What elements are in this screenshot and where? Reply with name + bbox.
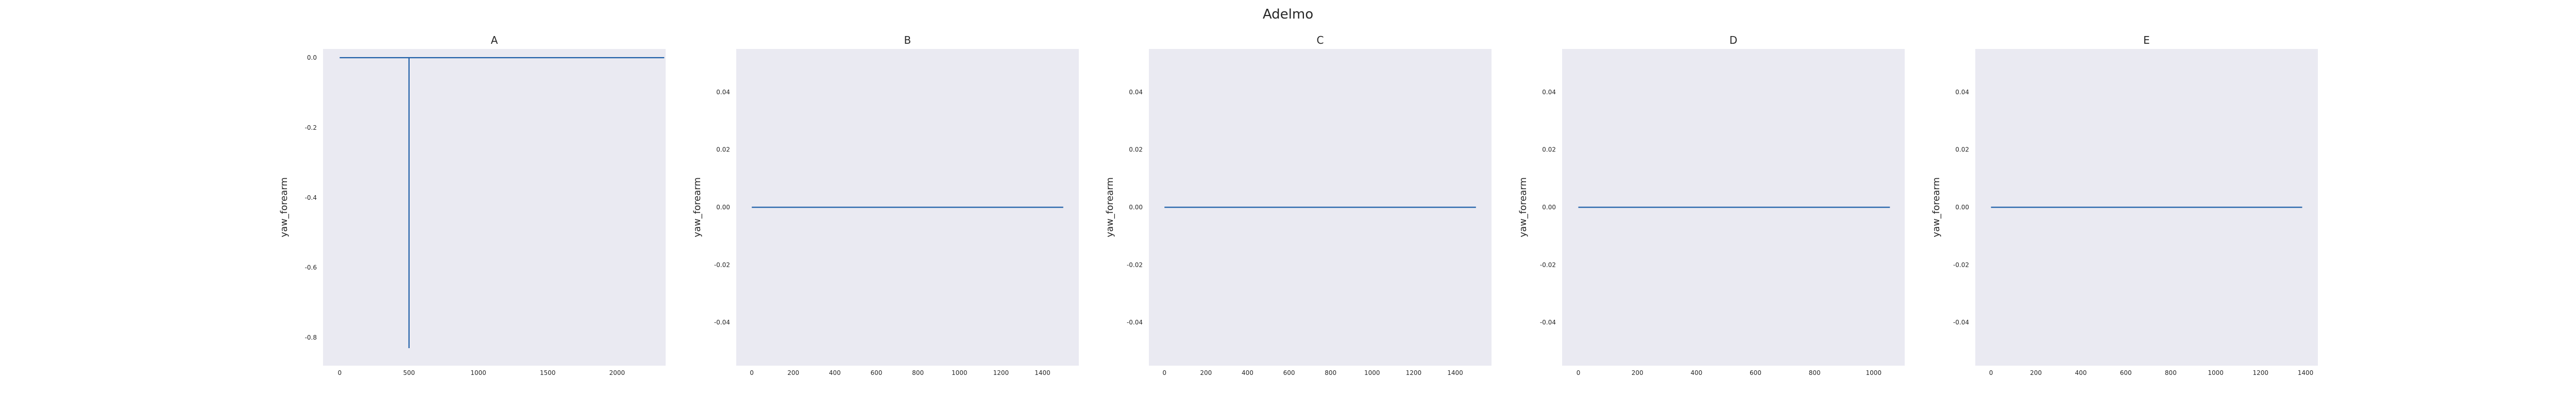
y-tick-label: 0.04 <box>1129 89 1143 96</box>
x-tick-label: 1400 <box>1447 369 1463 376</box>
x-tick-label: 600 <box>871 369 883 376</box>
y-tick-label: -0.8 <box>305 334 317 341</box>
x-tick-label: 800 <box>2165 369 2177 376</box>
x-tick-label: 200 <box>2030 369 2042 376</box>
x-tick-label: 1500 <box>540 369 556 376</box>
y-tick-label: -0.02 <box>1953 261 1969 268</box>
y-axis-label: yaw_forearm <box>279 177 290 237</box>
x-tick-label: 1400 <box>1035 369 1050 376</box>
x-tick-label: 800 <box>912 369 924 376</box>
x-tick-label: 1200 <box>1406 369 1422 376</box>
subplot-title: B <box>904 34 911 46</box>
figure-title: Adelmo <box>1263 7 1313 22</box>
x-tick-label: 400 <box>2075 369 2087 376</box>
x-tick-label: 1200 <box>2253 369 2269 376</box>
y-tick-label: -0.04 <box>1127 319 1143 326</box>
x-tick-label: 1000 <box>1866 369 1882 376</box>
y-tick-label: -0.02 <box>1127 261 1143 268</box>
x-tick-label: 0 <box>1162 369 1166 376</box>
x-tick-label: 800 <box>1809 369 1821 376</box>
x-tick-label: 0 <box>1577 369 1581 376</box>
y-axis-label: yaw_forearm <box>692 177 703 237</box>
y-tick-label: 0.02 <box>1955 146 1969 153</box>
y-tick-label: -0.6 <box>305 264 317 271</box>
y-tick-label: 0.00 <box>1542 204 1556 211</box>
subplot-title: D <box>1730 34 1737 46</box>
x-tick-label: 200 <box>1200 369 1212 376</box>
subplot-title: E <box>2143 34 2150 46</box>
x-tick-label: 500 <box>403 369 415 376</box>
x-tick-label: 1000 <box>1364 369 1380 376</box>
x-tick-label: 200 <box>1632 369 1643 376</box>
y-tick-label: 0.0 <box>307 54 317 61</box>
y-tick-label: 0.04 <box>1542 89 1556 96</box>
y-tick-label: -0.4 <box>305 194 317 201</box>
x-tick-label: 600 <box>1283 369 1295 376</box>
y-tick-label: 0.02 <box>1542 146 1556 153</box>
plot-area <box>323 49 666 366</box>
x-tick-label: 0 <box>1989 369 1993 376</box>
x-tick-label: 1200 <box>993 369 1009 376</box>
y-tick-label: -0.04 <box>1540 319 1556 326</box>
x-tick-label: 400 <box>829 369 841 376</box>
y-tick-label: -0.02 <box>1540 261 1556 268</box>
x-tick-label: 1000 <box>470 369 486 376</box>
y-axis-label: yaw_forearm <box>1105 177 1115 237</box>
y-tick-label: 0.02 <box>716 146 730 153</box>
y-tick-label: -0.04 <box>714 319 730 326</box>
x-tick-label: 400 <box>1242 369 1253 376</box>
x-tick-label: 1000 <box>2208 369 2224 376</box>
y-tick-label: 0.00 <box>1955 204 1969 211</box>
subplot-title: A <box>491 34 498 46</box>
y-tick-label: 0.00 <box>1129 204 1143 211</box>
x-tick-label: 400 <box>1690 369 1702 376</box>
subplot-title: C <box>1317 34 1324 46</box>
x-tick-label: 1000 <box>952 369 968 376</box>
y-tick-label: 0.00 <box>716 204 730 211</box>
x-tick-label: 0 <box>750 369 754 376</box>
y-axis-label: yaw_forearm <box>1518 177 1529 237</box>
y-axis-label: yaw_forearm <box>1931 177 1942 237</box>
y-tick-label: 0.04 <box>1955 89 1969 96</box>
x-tick-label: 800 <box>1325 369 1336 376</box>
x-tick-label: 600 <box>1750 369 1761 376</box>
y-tick-label: 0.02 <box>1129 146 1143 153</box>
x-tick-label: 200 <box>787 369 799 376</box>
y-tick-label: -0.02 <box>714 261 730 268</box>
x-tick-label: 600 <box>2120 369 2132 376</box>
y-tick-label: -0.04 <box>1953 319 1969 326</box>
y-tick-label: 0.04 <box>716 89 730 96</box>
y-tick-label: -0.2 <box>305 124 317 131</box>
series-line <box>340 57 665 348</box>
x-tick-label: 1400 <box>2298 369 2314 376</box>
x-tick-label: 2000 <box>609 369 625 376</box>
x-tick-label: 0 <box>337 369 342 376</box>
